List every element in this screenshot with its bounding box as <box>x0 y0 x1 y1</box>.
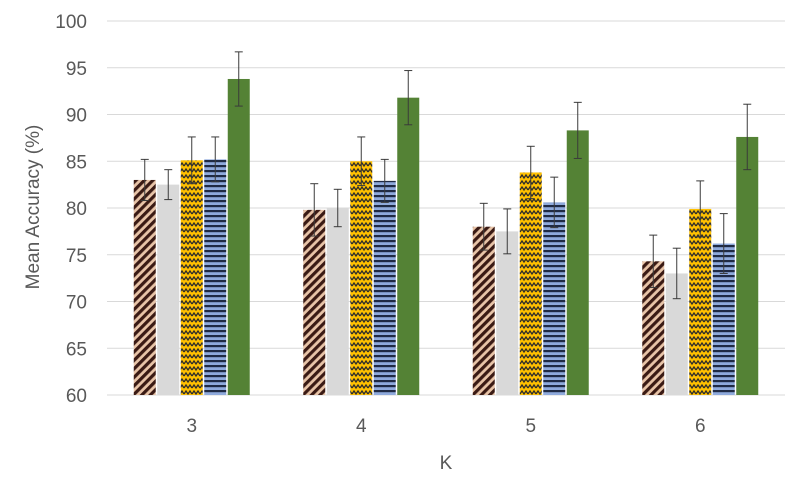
error-bar-series-5-k-3 <box>234 51 243 107</box>
error-bar-series-3-k-4 <box>357 136 366 187</box>
error-bar-series-2-k-3 <box>164 169 173 201</box>
bar-series-2-k-6 <box>665 273 688 395</box>
error-bar-series-5-k-4 <box>404 70 413 126</box>
bar-series-5-k-3 <box>227 78 250 395</box>
y-tick-label: 70 <box>66 293 87 314</box>
y-tick-labels: 60 65 70 75 80 85 90 95 100 <box>55 12 87 407</box>
error-bar-series-4-k-6 <box>719 213 728 274</box>
x-tick-labels: 3 4 5 6 <box>186 416 705 437</box>
error-bar-series-3-k-5 <box>526 145 535 200</box>
error-bar-series-1-k-4 <box>310 183 319 237</box>
bar-series-1-k-5 <box>472 226 495 395</box>
error-bars <box>140 51 752 300</box>
bar-series-4-k-3 <box>204 159 227 395</box>
error-bar-series-1-k-6 <box>649 234 658 288</box>
y-tick-label: 85 <box>66 152 87 173</box>
error-bar-series-4-k-4 <box>380 158 389 203</box>
bar-series-1-k-6 <box>642 261 665 395</box>
bars <box>133 78 759 396</box>
bar-series-2-k-4 <box>326 208 349 395</box>
y-tick-label: 60 <box>66 386 87 407</box>
y-tick-label: 75 <box>66 246 87 267</box>
error-bar-series-2-k-6 <box>672 247 681 300</box>
error-bar-series-5-k-5 <box>573 101 582 159</box>
bar-series-1-k-4 <box>303 209 326 395</box>
bar-series-5-k-4 <box>397 97 420 396</box>
error-bar-series-3-k-6 <box>696 180 705 238</box>
bar-series-4-k-5 <box>543 202 566 395</box>
bar-series-2-k-5 <box>496 231 519 395</box>
bar-series-5-k-5 <box>566 130 589 395</box>
bar-series-4-k-6 <box>712 243 735 395</box>
y-tick-label: 90 <box>66 106 87 127</box>
error-bar-series-3-k-3 <box>187 136 196 185</box>
error-bar-series-4-k-5 <box>550 176 559 229</box>
y-tick-label: 95 <box>66 59 87 80</box>
error-bar-series-2-k-5 <box>503 208 512 255</box>
bar-series-3-k-3 <box>180 160 203 395</box>
y-tick-label: 100 <box>55 12 87 33</box>
error-bar-series-1-k-3 <box>140 158 149 202</box>
y-tick-label: 80 <box>66 199 87 220</box>
bar-series-5-k-6 <box>736 136 759 395</box>
bar-series-3-k-5 <box>519 172 542 395</box>
bar-series-3-k-4 <box>350 161 373 395</box>
error-bar-series-2-k-4 <box>333 188 342 228</box>
x-tick-label: 6 <box>695 416 706 437</box>
x-tick-label: 3 <box>186 416 197 437</box>
bar-series-4-k-4 <box>373 180 396 395</box>
bar-series-2-k-3 <box>157 184 180 395</box>
error-bar-series-1-k-5 <box>479 202 488 251</box>
bar-series-3-k-6 <box>689 208 712 395</box>
bar-series-1-k-3 <box>133 179 156 395</box>
y-axis-title: Mean Accuracy (%) <box>23 125 44 290</box>
x-tick-label: 4 <box>356 416 367 437</box>
x-axis-title: K <box>440 453 453 474</box>
y-tick-label: 65 <box>66 339 87 360</box>
error-bar-series-5-k-6 <box>743 103 752 171</box>
error-bar-series-4-k-3 <box>211 136 220 183</box>
x-tick-label: 5 <box>525 416 536 437</box>
